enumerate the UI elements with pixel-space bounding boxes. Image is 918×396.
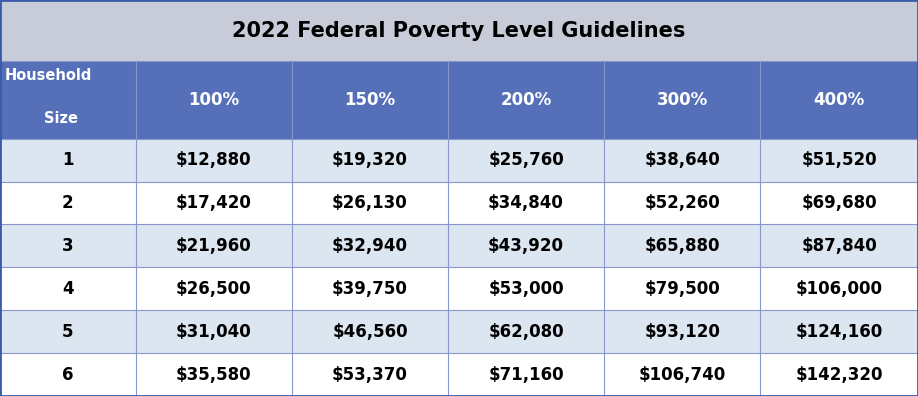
Text: $71,160: $71,160 — [488, 366, 564, 384]
Text: $34,840: $34,840 — [488, 194, 564, 212]
Text: $142,320: $142,320 — [795, 366, 883, 384]
Text: $106,000: $106,000 — [796, 280, 882, 298]
Bar — [0, 0, 918, 61]
Text: $93,120: $93,120 — [644, 323, 720, 341]
Text: 100%: 100% — [188, 91, 240, 109]
Text: 5: 5 — [62, 323, 73, 341]
Text: $32,940: $32,940 — [332, 237, 408, 255]
Text: $39,750: $39,750 — [332, 280, 408, 298]
Text: $19,320: $19,320 — [332, 151, 408, 169]
Text: $17,420: $17,420 — [176, 194, 252, 212]
Text: $65,880: $65,880 — [644, 237, 720, 255]
Bar — [0, 139, 918, 181]
Text: $21,960: $21,960 — [176, 237, 252, 255]
Text: $53,000: $53,000 — [488, 280, 564, 298]
Text: 2: 2 — [62, 194, 73, 212]
Text: 150%: 150% — [344, 91, 396, 109]
Text: $51,520: $51,520 — [801, 151, 877, 169]
Text: $43,920: $43,920 — [488, 237, 564, 255]
Text: 400%: 400% — [813, 91, 865, 109]
Text: $79,500: $79,500 — [644, 280, 720, 298]
Text: 300%: 300% — [656, 91, 708, 109]
Text: $69,680: $69,680 — [801, 194, 877, 212]
Text: $31,040: $31,040 — [176, 323, 252, 341]
Bar — [0, 181, 918, 225]
Text: $25,760: $25,760 — [488, 151, 564, 169]
Text: 1: 1 — [62, 151, 73, 169]
Bar — [0, 310, 918, 353]
Text: Size: Size — [44, 111, 78, 126]
Text: 6: 6 — [62, 366, 73, 384]
Bar — [0, 353, 918, 396]
Text: $52,260: $52,260 — [644, 194, 720, 212]
Text: $53,370: $53,370 — [332, 366, 408, 384]
Text: 2022 Federal Poverty Level Guidelines: 2022 Federal Poverty Level Guidelines — [232, 21, 686, 41]
Text: $26,500: $26,500 — [176, 280, 252, 298]
Bar — [0, 61, 918, 139]
Text: $12,880: $12,880 — [176, 151, 252, 169]
Text: 3: 3 — [62, 237, 73, 255]
Bar — [0, 267, 918, 310]
Text: $87,840: $87,840 — [801, 237, 877, 255]
Bar — [0, 225, 918, 267]
Text: Household: Household — [5, 68, 92, 83]
Text: $38,640: $38,640 — [644, 151, 720, 169]
Text: $106,740: $106,740 — [638, 366, 726, 384]
Text: $46,560: $46,560 — [332, 323, 408, 341]
Text: 4: 4 — [62, 280, 73, 298]
Text: $35,580: $35,580 — [176, 366, 252, 384]
Text: $124,160: $124,160 — [795, 323, 883, 341]
Text: $26,130: $26,130 — [332, 194, 408, 212]
Text: 200%: 200% — [500, 91, 552, 109]
Text: $62,080: $62,080 — [488, 323, 564, 341]
